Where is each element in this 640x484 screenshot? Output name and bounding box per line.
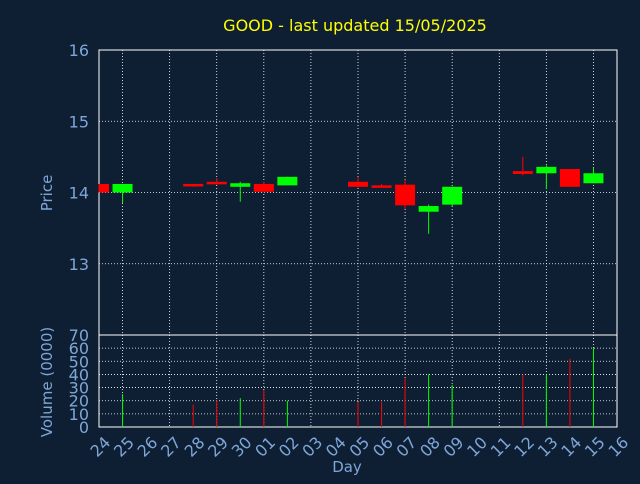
volume-tick-label: 10 bbox=[69, 405, 89, 424]
candle-body bbox=[371, 185, 392, 188]
volume-tick-label: 60 bbox=[69, 339, 89, 358]
price-panel: 13 14 15 16 bbox=[69, 41, 618, 336]
candle-body bbox=[559, 168, 580, 187]
chart-title: GOOD - last updated 15/05/2025 bbox=[223, 16, 487, 35]
candle-body bbox=[277, 176, 298, 186]
volume-tick-label: 40 bbox=[69, 365, 89, 384]
candle-body bbox=[112, 183, 133, 193]
volume-tick-label: 70 bbox=[69, 326, 89, 345]
price-tick-label: 16 bbox=[69, 41, 89, 60]
price-tick-label: 14 bbox=[69, 184, 89, 203]
candle-body bbox=[512, 171, 533, 174]
price-axis-label: Price bbox=[38, 175, 56, 212]
candle-body bbox=[418, 206, 439, 212]
candle-body bbox=[348, 181, 368, 187]
volume-tick-label: 30 bbox=[69, 379, 89, 398]
candle-body bbox=[583, 173, 604, 184]
candle-body bbox=[395, 184, 416, 206]
volume-tick-label: 20 bbox=[69, 392, 89, 411]
candle-body bbox=[253, 183, 274, 192]
price-tick-label: 13 bbox=[69, 255, 89, 274]
price-tick-label: 15 bbox=[69, 112, 89, 131]
volume-tick-label: 0 bbox=[79, 418, 89, 437]
candle-body bbox=[536, 166, 557, 174]
volume-axis-label: Volume (0000) bbox=[38, 327, 56, 437]
day-axis-label: Day bbox=[332, 458, 362, 476]
candle-body bbox=[442, 186, 463, 205]
candle-body bbox=[183, 183, 204, 187]
day-tick-labels: 2425262728293001020304050607080910111213… bbox=[86, 433, 632, 461]
candle-body bbox=[99, 183, 109, 193]
volume-tick-label: 50 bbox=[69, 352, 89, 371]
candle-body bbox=[230, 183, 251, 187]
candle-body bbox=[206, 181, 227, 185]
